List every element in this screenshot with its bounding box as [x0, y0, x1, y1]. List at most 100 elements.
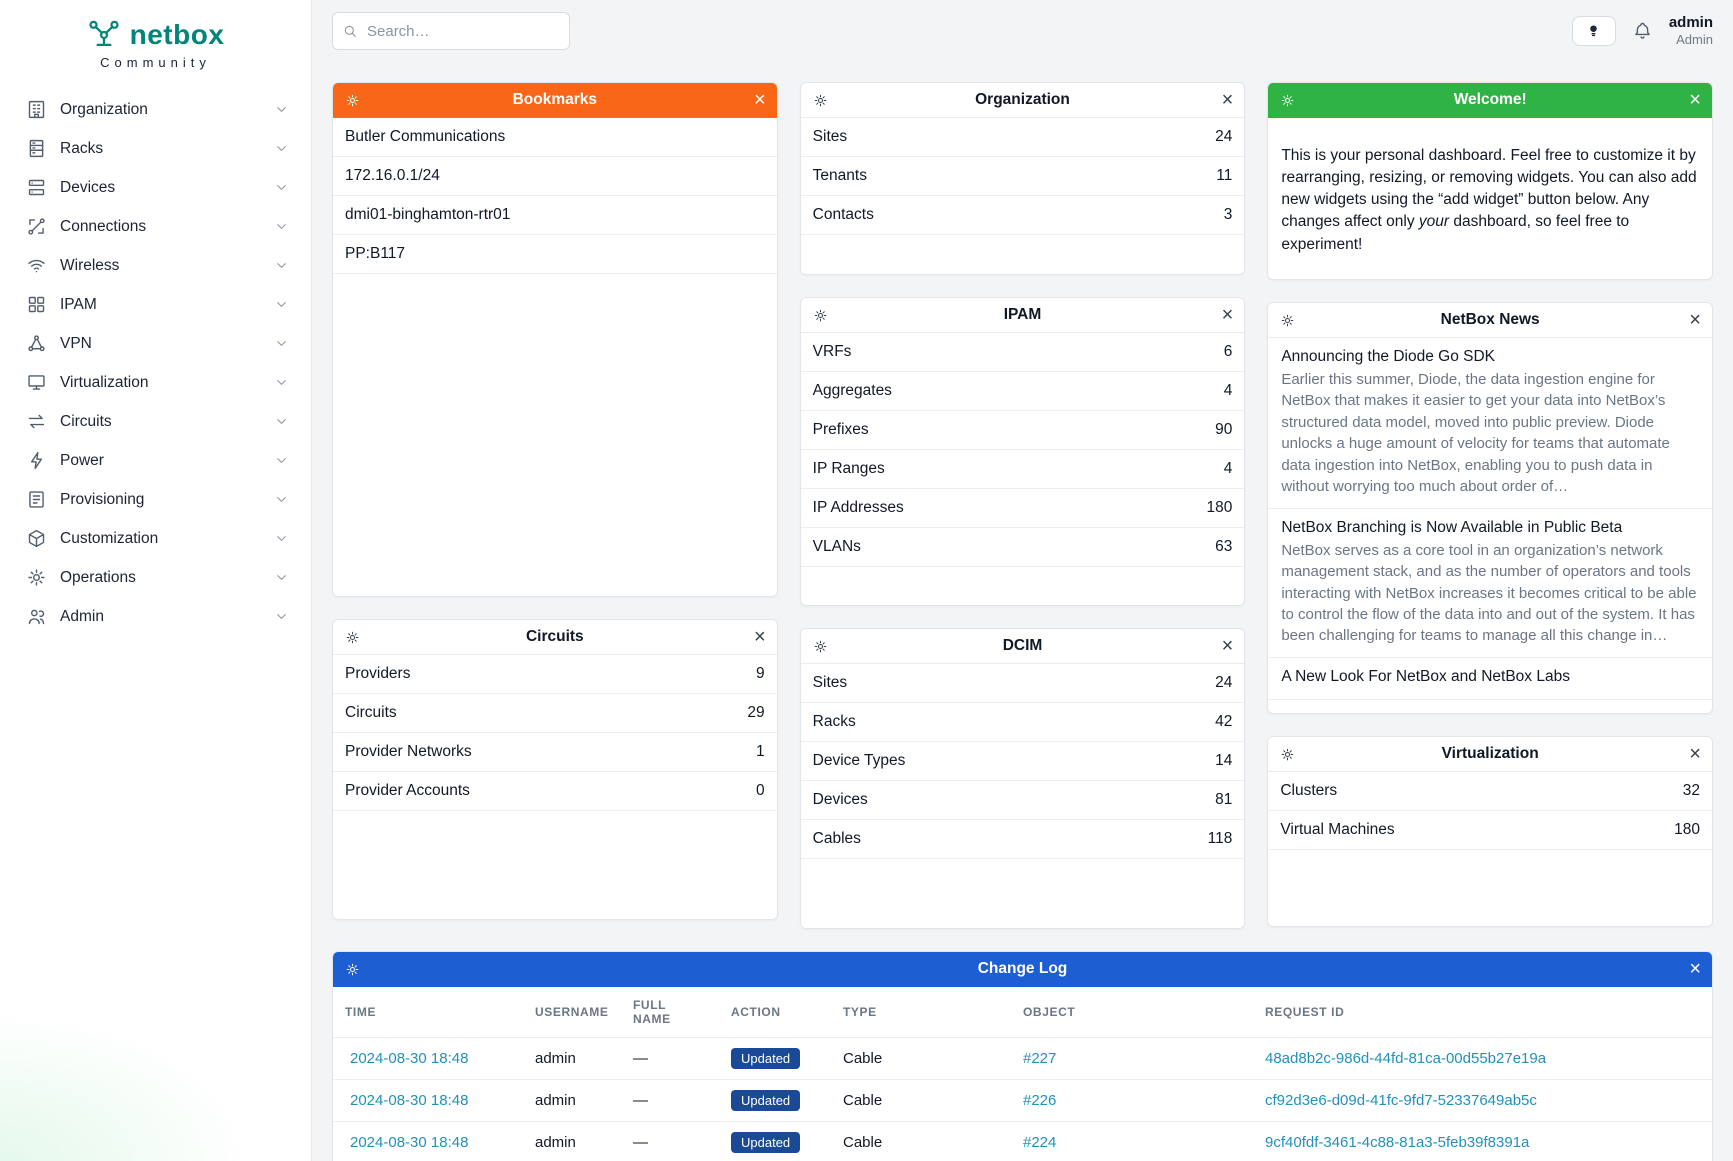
stat-row[interactable]: Provider Accounts 0 [333, 772, 777, 811]
sidebar-item[interactable]: IPAM [0, 285, 311, 324]
sidebar-item[interactable]: Provisioning [0, 480, 311, 519]
stat-row[interactable]: IP Ranges 4 [800, 450, 1245, 489]
theme-toggle-button[interactable] [1571, 15, 1616, 46]
widget-ipam-header: IPAM × [800, 298, 1245, 333]
sidebar-item[interactable]: VPN [0, 324, 311, 363]
stat-label: Sites [812, 128, 848, 145]
stat-row[interactable]: Cables 118 [800, 820, 1245, 859]
sidebar-item[interactable]: Racks [0, 129, 311, 168]
sidebar-item[interactable]: Wireless [0, 246, 311, 285]
sidebar-item-label: Power [60, 451, 104, 469]
bookmark-item[interactable]: PP:B117 [333, 235, 777, 274]
stat-label: Racks [812, 713, 856, 730]
column-header[interactable]: REQUEST ID [1253, 987, 1712, 1038]
sidebar-item[interactable]: Power [0, 441, 311, 480]
changelog-object-link[interactable]: #226 [1023, 1092, 1057, 1109]
close-icon[interactable]: × [1221, 635, 1234, 657]
stat-row[interactable]: Clusters 32 [1268, 772, 1712, 811]
stat-row[interactable]: Sites 24 [800, 118, 1245, 157]
stat-row[interactable]: IP Addresses 180 [800, 489, 1245, 528]
close-icon[interactable]: × [1689, 309, 1701, 331]
changelog-time-link[interactable]: 2024-08-30 18:48 [350, 1092, 469, 1109]
stat-row[interactable]: VRFs 6 [800, 333, 1245, 372]
widget-circuits-header: Circuits × [333, 620, 777, 655]
bookmark-item[interactable]: Butler Communications [333, 118, 777, 157]
gear-icon [26, 567, 47, 588]
brand[interactable]: netbox Community [0, 0, 311, 70]
widget-welcome-header: Welcome! × [1268, 83, 1712, 118]
stat-row[interactable]: Racks 42 [800, 703, 1245, 742]
stat-row[interactable]: Virtual Machines 180 [1268, 811, 1712, 850]
dashboard: Bookmarks × Butler Communications 172.16… [312, 62, 1733, 1161]
stat-row[interactable]: Contacts 3 [800, 196, 1245, 235]
changelog-request-id-link[interactable]: cf92d3e6-d09d-41fc-9fd7-52337649ab5c [1265, 1092, 1537, 1109]
gear-icon[interactable] [813, 639, 828, 654]
changelog-time-link[interactable]: 2024-08-30 18:48 [350, 1050, 469, 1067]
close-icon[interactable]: × [1689, 89, 1701, 111]
news-headline-link[interactable]: NetBox Branching is Now Available in Pub… [1281, 518, 1623, 536]
close-icon[interactable]: × [753, 89, 766, 111]
stat-row[interactable]: Providers 9 [333, 655, 777, 694]
gear-icon[interactable] [1280, 93, 1295, 108]
stat-row[interactable]: VLANs 63 [800, 528, 1245, 567]
sidebar-item[interactable]: Circuits [0, 402, 311, 441]
stat-row[interactable]: Device Types 14 [800, 742, 1245, 781]
stat-value: 90 [1215, 421, 1233, 438]
sidebar-item[interactable]: Operations [0, 558, 311, 597]
close-icon[interactable]: × [1221, 89, 1234, 111]
gear-icon[interactable] [1280, 313, 1295, 328]
stat-label: Circuits [345, 704, 397, 721]
gear-icon[interactable] [1280, 747, 1295, 762]
gear-icon[interactable] [345, 93, 360, 108]
news-headline-link[interactable]: Announcing the Diode Go SDK [1281, 348, 1496, 365]
user-menu[interactable]: admin Admin [1669, 14, 1713, 47]
column-header[interactable]: TYPE [831, 987, 1011, 1038]
widget-title: Welcome! [1453, 91, 1527, 108]
stat-row[interactable]: Devices 81 [800, 781, 1245, 820]
stat-label: IP Ranges [812, 460, 885, 477]
close-icon[interactable]: × [1689, 958, 1701, 980]
notifications-bell-icon[interactable] [1632, 20, 1653, 41]
stat-row[interactable]: Tenants 11 [800, 157, 1245, 196]
column-header[interactable]: USERNAME [523, 987, 621, 1038]
sidebar-item[interactable]: Connections [0, 207, 311, 246]
column-header[interactable]: OBJECT [1011, 987, 1253, 1038]
stat-row[interactable]: Circuits 29 [333, 694, 777, 733]
sidebar-item[interactable]: Virtualization [0, 363, 311, 402]
changelog-object-link[interactable]: #227 [1023, 1050, 1057, 1067]
bookmark-item[interactable]: 172.16.0.1/24 [333, 157, 777, 196]
widget-column-2: Organization × Sites 24 [799, 82, 1246, 929]
sidebar-item[interactable]: Admin [0, 597, 311, 636]
circuits-stats: Providers 9 Circuits 29 Provid [333, 655, 777, 811]
welcome-text-part: This is your personal dashboard. Feel fr… [1281, 146, 1697, 231]
gear-icon[interactable] [813, 308, 828, 323]
stat-row[interactable]: Sites 24 [800, 664, 1245, 703]
stat-row[interactable]: Aggregates 4 [800, 372, 1245, 411]
news-headline-link[interactable]: A New Look For NetBox and NetBox Labs [1281, 667, 1570, 685]
close-icon[interactable]: × [1689, 743, 1701, 765]
package-icon [26, 528, 47, 549]
sidebar-item[interactable]: Organization [0, 90, 311, 129]
stat-row[interactable]: Prefixes 90 [800, 411, 1245, 450]
sidebar-item[interactable]: Devices [0, 168, 311, 207]
close-icon[interactable]: × [753, 626, 766, 648]
close-icon[interactable]: × [1221, 304, 1234, 326]
gear-icon[interactable] [813, 93, 828, 108]
changelog-object-link[interactable]: #224 [1023, 1134, 1057, 1151]
gear-icon[interactable] [345, 630, 360, 645]
search-input[interactable] [332, 12, 570, 50]
bookmark-item[interactable]: dmi01-binghamton-rtr01 [333, 196, 777, 235]
column-header[interactable]: TIME [333, 987, 523, 1038]
column-header[interactable]: FULL NAME [621, 987, 719, 1038]
gear-icon[interactable] [345, 962, 360, 977]
changelog-request-id-link[interactable]: 48ad8b2c-986d-44fd-81ca-00d55b27e19a [1265, 1050, 1547, 1067]
column-header[interactable]: ACTION [719, 987, 831, 1038]
stat-row[interactable]: Provider Networks 1 [333, 733, 777, 772]
stat-label: IP Addresses [812, 499, 904, 516]
sidebar-item-label: Customization [60, 529, 159, 547]
changelog-request-id-link[interactable]: 9cf40fdf-3461-4c88-81a3-5feb39f8391a [1265, 1134, 1530, 1151]
sidebar-item[interactable]: Customization [0, 519, 311, 558]
virtualization-stats: Clusters 32 Virtual Machines 180 [1268, 772, 1712, 850]
changelog-time-link[interactable]: 2024-08-30 18:48 [350, 1134, 469, 1151]
netbox-logo-icon [87, 18, 121, 52]
